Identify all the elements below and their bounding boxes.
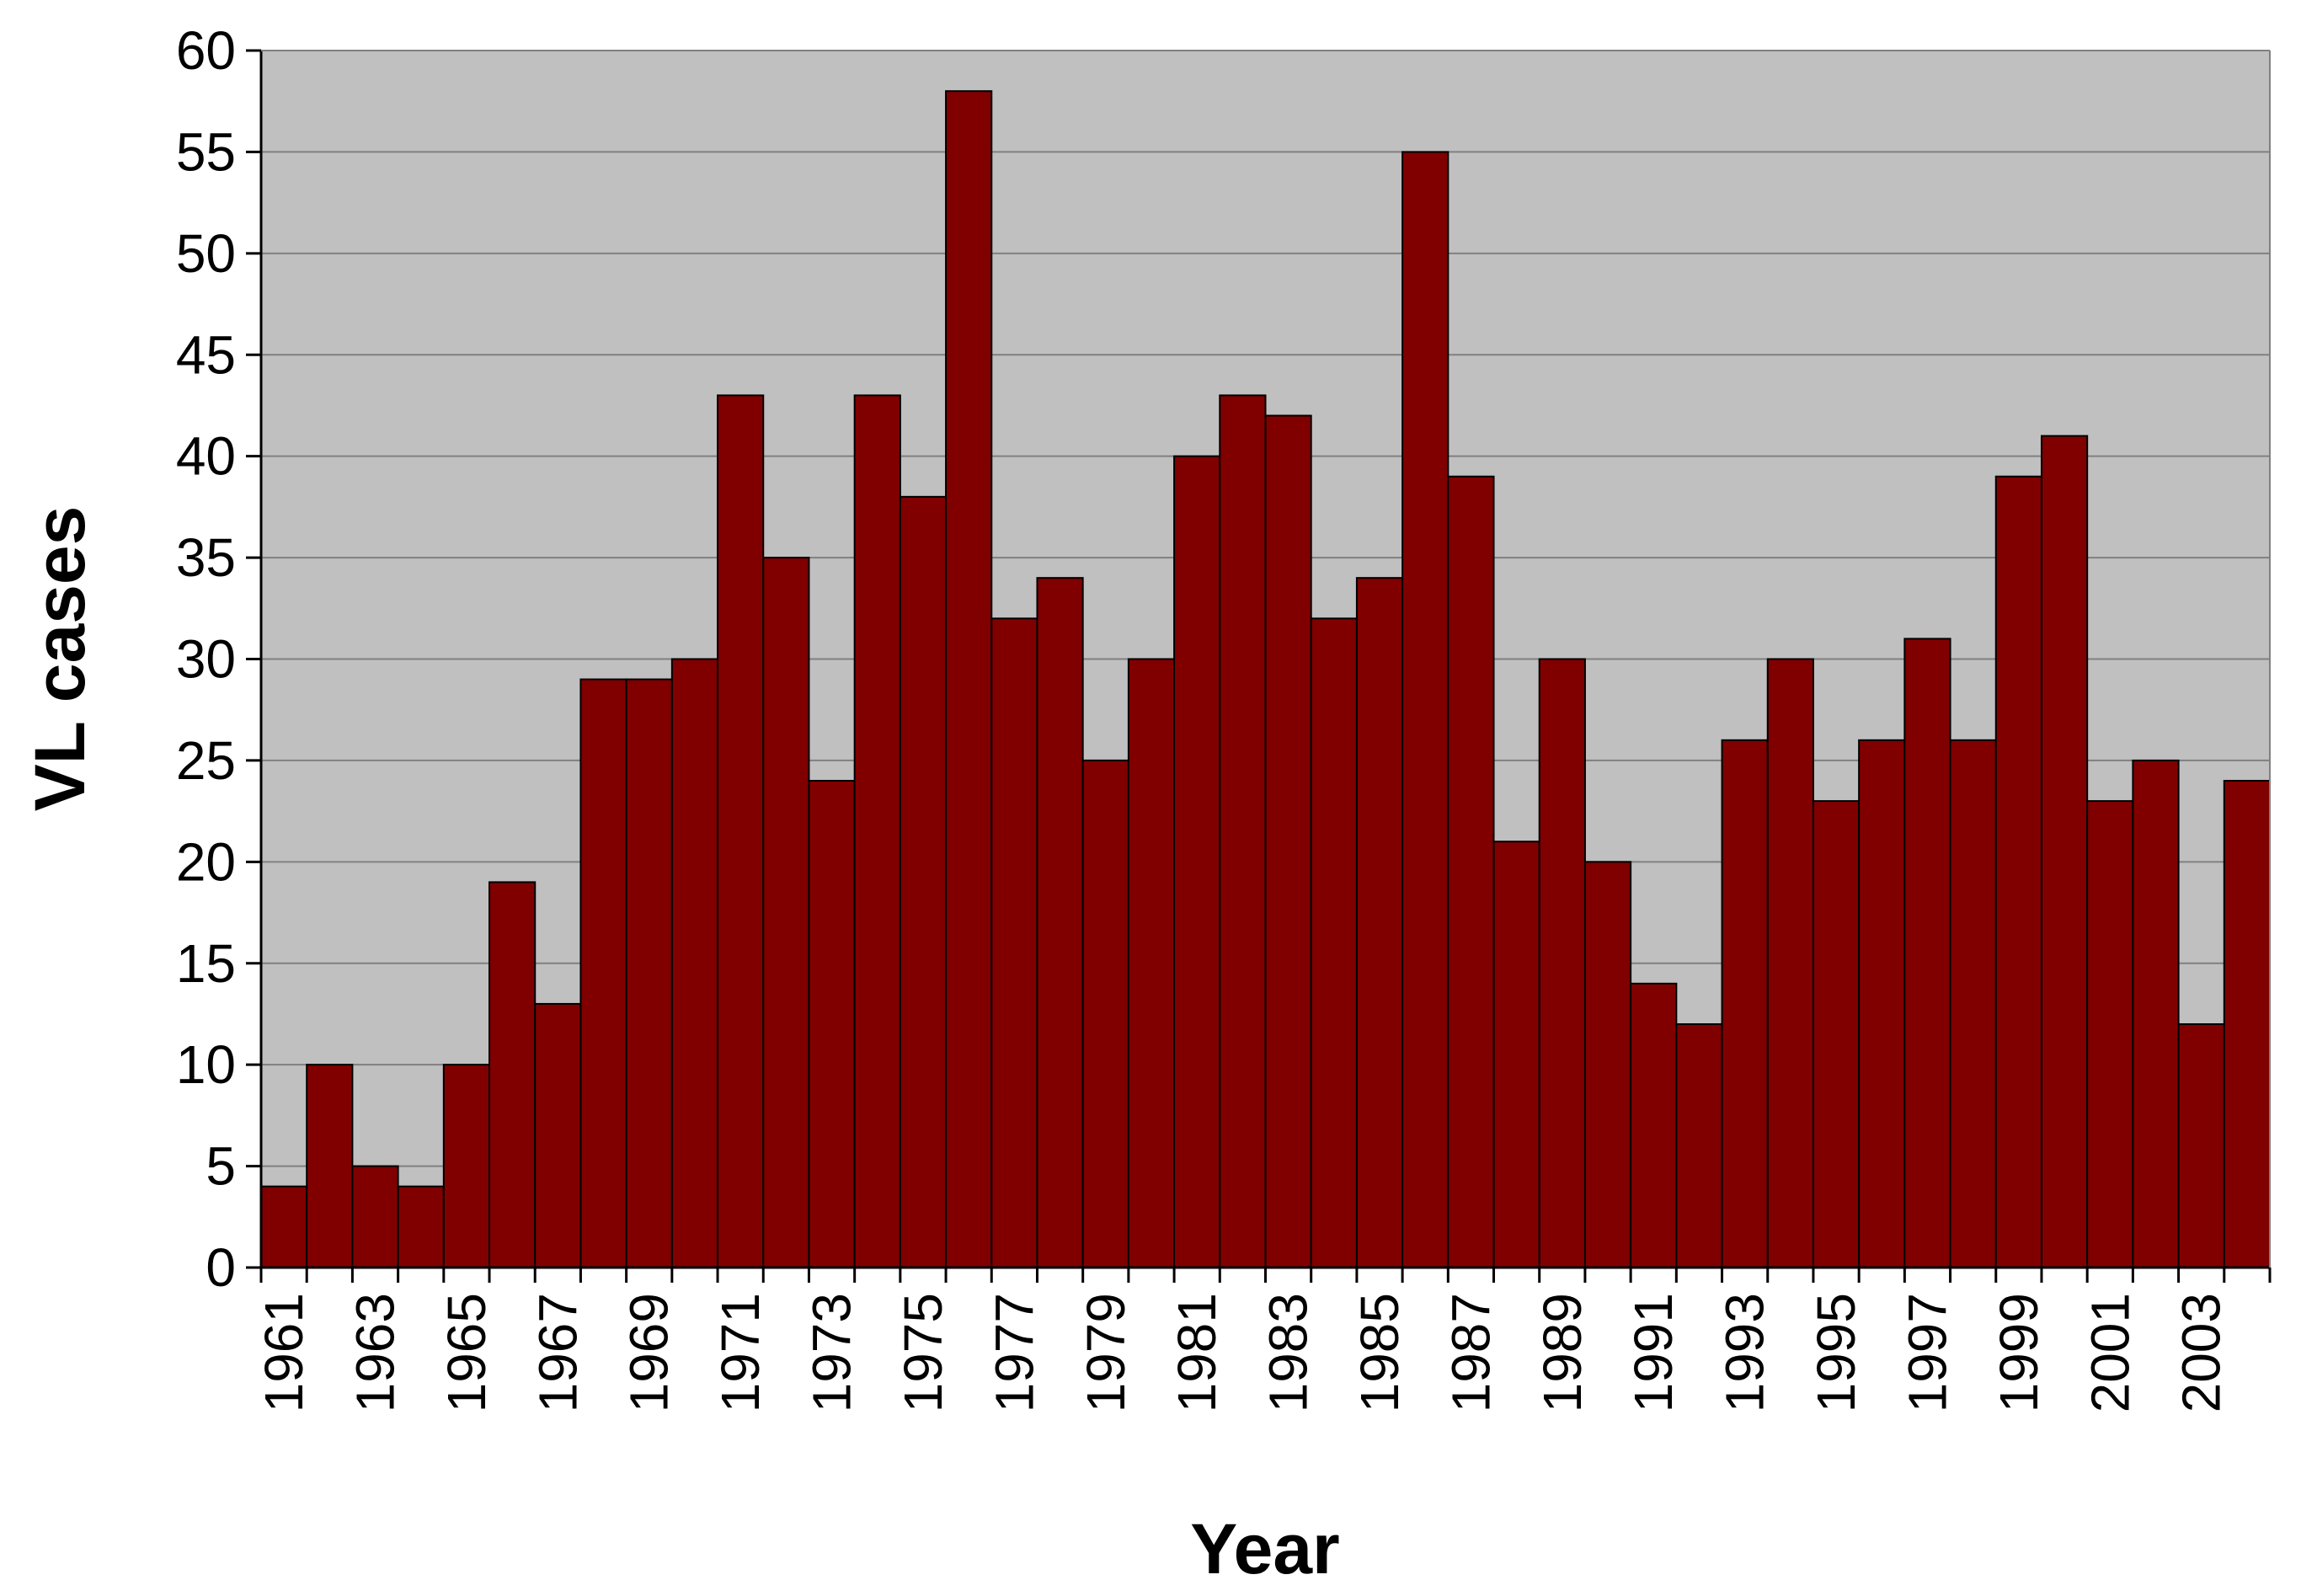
y-tick-label: 35	[176, 527, 236, 588]
bar-1971	[717, 394, 765, 1269]
bar-1990	[1583, 861, 1632, 1268]
x-tick-label: 1971	[710, 1293, 771, 1412]
y-tick-label: 50	[176, 223, 236, 284]
x-tick-label: 1995	[1806, 1293, 1866, 1412]
bar-1995	[1812, 800, 1861, 1268]
x-tick-label: 1993	[1715, 1293, 1775, 1412]
bar-1973	[808, 780, 856, 1268]
bar-1989	[1538, 658, 1586, 1268]
bar-1978	[1036, 577, 1084, 1268]
bar-1970	[670, 658, 719, 1268]
x-tick-label: 1985	[1349, 1293, 1410, 1412]
x-tick-label: 1973	[802, 1293, 862, 1412]
bar-1977	[990, 617, 1038, 1268]
bar-1986	[1401, 151, 1449, 1269]
bar-1988	[1492, 841, 1540, 1268]
x-tick-label: 1981	[1167, 1293, 1227, 1412]
x-tick-label: 1991	[1623, 1293, 1684, 1412]
x-tick-label: 1961	[254, 1293, 314, 1412]
bar-1972	[762, 557, 810, 1268]
y-tick-label: 10	[176, 1034, 236, 1095]
x-tick-label: 1969	[619, 1293, 680, 1412]
bar-1999	[1994, 475, 2042, 1268]
bar-1996	[1858, 739, 1906, 1268]
bar-1975	[899, 495, 948, 1268]
bar-1982	[1219, 394, 1267, 1269]
x-tick-label: 1983	[1258, 1293, 1319, 1412]
bar-1981	[1173, 455, 1221, 1268]
bar-2000	[2040, 435, 2089, 1268]
bars	[260, 90, 2271, 1269]
bar-1992	[1675, 1023, 1723, 1268]
y-tick-label: 30	[176, 629, 236, 690]
x-tick-label: 1977	[984, 1293, 1044, 1412]
bar-1966	[488, 881, 537, 1268]
bar-1980	[1127, 658, 1176, 1268]
bar-1987	[1447, 475, 1495, 1268]
bar-1967	[534, 1002, 582, 1268]
x-tick-label: 2003	[2171, 1293, 2232, 1412]
bar-2004	[2223, 780, 2271, 1268]
x-tick-label: 1967	[527, 1293, 588, 1412]
bar-1993	[1721, 739, 1769, 1268]
bar-1997	[1903, 638, 1951, 1268]
bar-1974	[853, 394, 901, 1269]
bar-1961	[260, 1185, 308, 1268]
y-tick-label: 0	[206, 1237, 236, 1298]
y-tick-label: 20	[176, 831, 236, 892]
x-tick-label: 1999	[1989, 1293, 2049, 1412]
bar-2002	[2132, 759, 2180, 1268]
y-tick-label: 15	[176, 933, 236, 994]
x-tick-label: 2001	[2079, 1293, 2140, 1412]
bar-1998	[1949, 739, 1997, 1268]
bar-1965	[442, 1064, 491, 1268]
x-tick-label: 1997	[1897, 1293, 1957, 1412]
bar-1983	[1264, 414, 1312, 1268]
y-tick-label: 60	[176, 20, 236, 81]
y-tick-labels: 0 5 10 15 20 25 30 35 40 45 50 55 60	[176, 20, 236, 1298]
y-tick-label: 55	[176, 121, 236, 182]
axes	[259, 50, 2272, 1283]
x-axis-title: Year	[1190, 1509, 1340, 1588]
x-tick-label: 1987	[1440, 1293, 1501, 1412]
x-tick-label: 1963	[345, 1293, 406, 1412]
bar-1963	[351, 1165, 399, 1269]
bar-1962	[306, 1064, 354, 1268]
x-tick-label: 1979	[1076, 1293, 1136, 1412]
bar-1984	[1310, 617, 1358, 1268]
x-tick-label: 1965	[436, 1293, 497, 1412]
bar-1994	[1766, 658, 1814, 1268]
bar-1991	[1630, 982, 1678, 1269]
bar-2001	[2086, 800, 2134, 1268]
x-tick-labels: 1961 1963 1965 1967 1969 1971 1973 1975 1977 1979…	[254, 1293, 2232, 1412]
x-tick-label: 1975	[893, 1293, 953, 1412]
y-tick-label: 5	[206, 1136, 236, 1197]
bar-2003	[2177, 1023, 2225, 1268]
y-tick-label: 40	[176, 426, 236, 487]
bar-1985	[1355, 577, 1404, 1268]
x-tick-label: 1989	[1532, 1293, 1593, 1412]
bar-1976	[945, 90, 993, 1269]
bar-1964	[397, 1185, 445, 1268]
y-tick-label: 45	[176, 324, 236, 385]
y-axis-title: VL cases	[20, 506, 99, 812]
bar-1979	[1081, 759, 1129, 1268]
bar-1969	[625, 678, 673, 1268]
y-tick-label: 25	[176, 730, 236, 791]
bar-1968	[579, 678, 627, 1268]
